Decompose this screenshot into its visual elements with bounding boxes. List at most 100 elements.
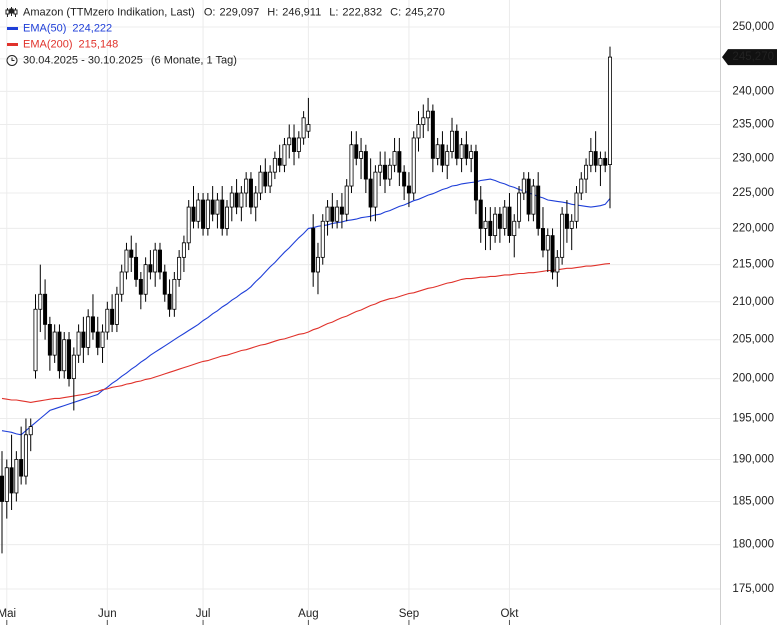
candle-body <box>531 185 536 215</box>
candle-body <box>23 434 28 477</box>
candle-body <box>526 178 531 215</box>
candle-body <box>153 249 158 273</box>
y-tick-label: 200,000 <box>732 373 774 385</box>
candle-body <box>521 178 526 194</box>
candle-body <box>397 151 402 173</box>
y-tick-label: 190,000 <box>732 453 774 465</box>
ohlc-key: O: <box>204 6 216 18</box>
candle-body <box>148 264 153 273</box>
candle-body <box>119 271 124 295</box>
candle-body <box>129 249 134 258</box>
y-tick-label: 230,000 <box>732 152 774 164</box>
candle-body <box>38 293 43 310</box>
candle-body <box>52 331 57 356</box>
candle-body <box>608 56 613 165</box>
candle-body <box>244 178 249 194</box>
candle-body <box>220 199 225 229</box>
candle-body <box>392 151 397 166</box>
candle-body <box>564 213 569 229</box>
candle-body <box>464 144 469 159</box>
candle-body <box>268 171 273 187</box>
candle-body <box>502 206 507 229</box>
candle-body <box>387 164 392 180</box>
ema200-swatch <box>7 43 18 46</box>
candle-body <box>459 144 464 159</box>
candle-body <box>363 151 368 180</box>
axes: 175,000 180,000 185,000 190,000 195,000 200,0… <box>0 21 777 625</box>
candle-body <box>440 144 445 166</box>
candle-body <box>181 242 186 258</box>
candle-body <box>253 192 258 208</box>
candle-body <box>445 151 450 166</box>
candle-body <box>536 185 541 229</box>
grid <box>0 0 720 625</box>
candle-body <box>62 339 67 372</box>
candle-body <box>292 137 297 152</box>
period-note: (6 Monate, 1 Tag) <box>151 54 237 66</box>
candle-body <box>162 271 167 295</box>
y-tick-label: 180,000 <box>732 539 774 551</box>
candle-body <box>239 192 244 208</box>
ema-line <box>1 263 611 403</box>
candle-body <box>473 151 478 201</box>
candle-body <box>373 171 378 208</box>
candle-body <box>540 228 545 251</box>
clock-icon <box>6 55 18 66</box>
candle-body <box>143 264 148 295</box>
candle-body <box>110 308 115 325</box>
candle-body <box>416 124 421 139</box>
legend-name: EMA(50) <box>23 22 66 34</box>
candle-body <box>134 256 139 280</box>
candle-body <box>287 137 292 146</box>
candle-body <box>19 459 24 477</box>
x-tick-label: Okt <box>501 608 520 620</box>
candle-body <box>43 293 48 325</box>
candle-body <box>272 157 277 173</box>
y-tick-label: 175,000 <box>732 583 774 595</box>
candle-body <box>201 199 206 229</box>
ohlc-key: H: <box>267 6 278 18</box>
candle-body <box>584 164 589 180</box>
candles <box>0 46 613 554</box>
y-tick-label: 235,000 <box>732 119 774 131</box>
candle-body <box>177 256 182 280</box>
candle-body <box>579 178 584 194</box>
candle-body <box>311 228 316 273</box>
candle-body <box>100 331 105 348</box>
candle-body <box>186 206 191 244</box>
ohlc-value: 246,911 <box>282 6 321 18</box>
candle-body <box>368 178 373 208</box>
candle-body <box>426 110 431 119</box>
candle-body <box>354 144 359 159</box>
candle-body <box>296 137 301 152</box>
candle-body <box>0 475 4 502</box>
candle-body <box>210 199 215 215</box>
candle-body <box>76 331 81 356</box>
candle-body <box>335 206 340 222</box>
candle-body <box>497 213 502 229</box>
candle-body <box>114 293 119 325</box>
candle-body <box>483 220 488 229</box>
candle-body <box>301 117 306 139</box>
instrument-title: Amazon (TTMzero Indikation, Last) <box>23 6 195 18</box>
y-tick-label: 205,000 <box>732 334 774 346</box>
candle-body <box>421 117 426 125</box>
period: 30.04.2025 - 30.10.2025 (6 Monate, 1 Tag) <box>23 54 237 66</box>
legend-name: EMA(200) <box>23 38 73 50</box>
candle-body <box>488 220 493 237</box>
candle-body <box>172 278 177 310</box>
candle-body <box>205 199 210 229</box>
candle-body <box>4 467 9 502</box>
candle-body <box>411 137 416 194</box>
candle-body <box>167 293 172 310</box>
y-tick-label: 225,000 <box>732 187 774 199</box>
candle-body <box>359 151 364 159</box>
legend-value: 224,222 <box>72 22 112 34</box>
candle-body <box>378 164 383 173</box>
candle-body <box>67 339 72 380</box>
candle-body <box>57 331 62 372</box>
candle-body <box>263 171 268 187</box>
x-tick-label: Aug <box>298 608 318 620</box>
ema50-swatch <box>7 27 18 30</box>
